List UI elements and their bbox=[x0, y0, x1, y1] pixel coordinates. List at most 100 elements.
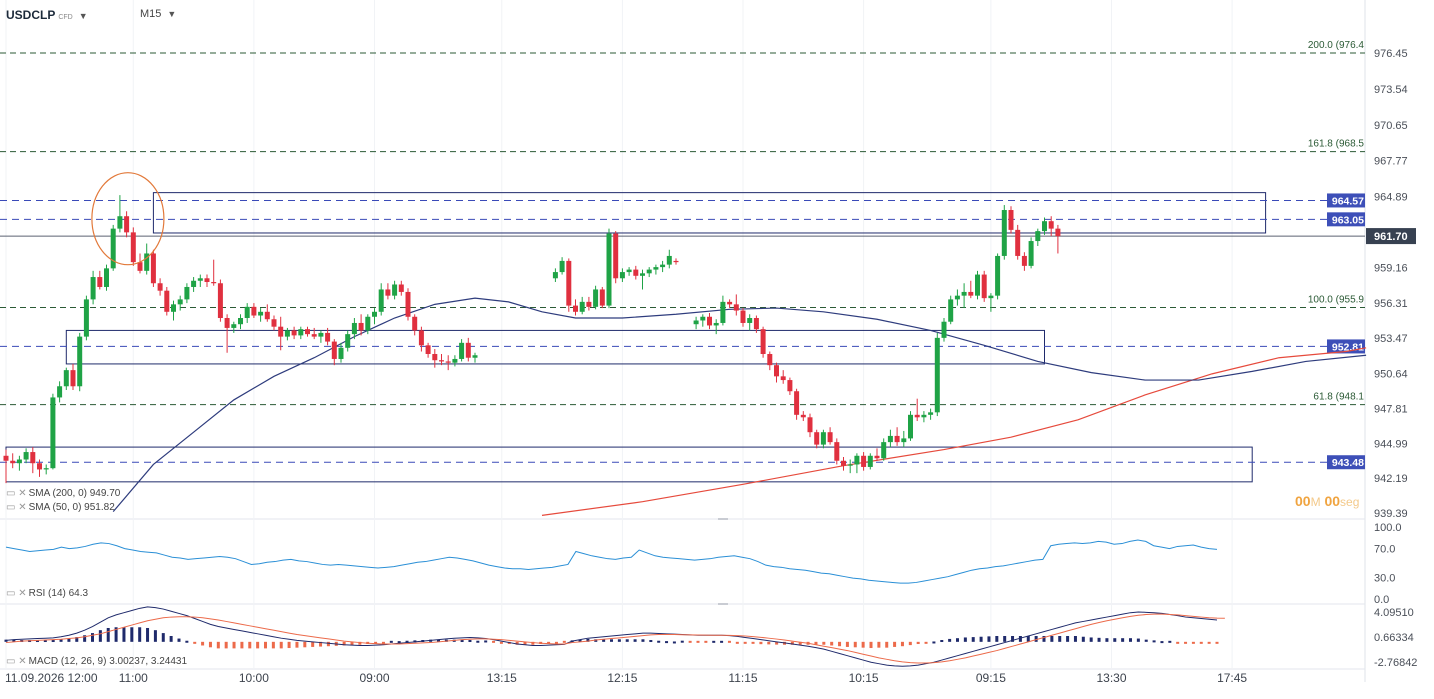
symbol-name: USDCLP bbox=[6, 8, 56, 22]
macd-histogram-bar bbox=[1160, 641, 1164, 644]
rsi-legend[interactable]: ▭ ✕ RSI (14) 64.3 bbox=[6, 588, 88, 599]
macd-legend[interactable]: ▭ ✕ MACD (12, 26, 9) 3.00237, 3.24431 bbox=[6, 656, 187, 667]
y-tick-label: 950.64 bbox=[1374, 368, 1408, 380]
candle-down bbox=[787, 380, 793, 392]
macd-histogram-bar bbox=[814, 641, 818, 645]
candle-down bbox=[800, 414, 806, 418]
candle-up bbox=[854, 455, 860, 465]
timer-min-label: M bbox=[1310, 495, 1321, 509]
macd-histogram-bar bbox=[1215, 641, 1219, 644]
candle-down bbox=[37, 463, 42, 470]
timeframe-selector[interactable]: M15 ▼ bbox=[140, 8, 176, 20]
candle-down bbox=[325, 332, 331, 342]
candle-up bbox=[284, 330, 290, 337]
candle-down bbox=[405, 291, 411, 317]
candle-down bbox=[841, 460, 846, 466]
current-price-label: 961.70 bbox=[1374, 231, 1408, 243]
macd-histogram-bar bbox=[625, 639, 629, 642]
y-tick-label: 970.65 bbox=[1374, 120, 1408, 132]
macd-histogram-bar bbox=[177, 638, 181, 642]
close-icon[interactable]: ▭ ✕ bbox=[6, 656, 27, 667]
candle-up bbox=[231, 324, 237, 328]
candle-up bbox=[63, 370, 69, 387]
timeframe-label: M15 bbox=[140, 8, 162, 20]
macd-histogram-bar bbox=[1073, 636, 1077, 642]
macd-histogram-bar bbox=[971, 637, 975, 642]
macd-histogram-bar bbox=[350, 641, 354, 646]
macd-histogram-bar bbox=[578, 639, 582, 642]
candle-up bbox=[660, 264, 666, 268]
candle-down bbox=[150, 253, 156, 284]
candle-down bbox=[914, 414, 920, 418]
macd-histogram-bar bbox=[885, 641, 889, 648]
macd-histogram-bar bbox=[499, 641, 503, 644]
candle-down bbox=[753, 318, 759, 330]
macd-histogram-bar bbox=[279, 641, 283, 649]
candle-up bbox=[646, 269, 652, 274]
macd-histogram-bar bbox=[122, 627, 126, 642]
macd-tick-label: 0.66334 bbox=[1374, 632, 1414, 644]
sma200-legend-text: SMA (200, 0) 949.70 bbox=[28, 488, 121, 499]
macd-histogram-bar bbox=[727, 640, 731, 643]
sma200-line bbox=[541, 347, 1367, 516]
x-tick-label: 10:15 bbox=[849, 671, 879, 685]
candle-up bbox=[653, 267, 659, 270]
candle-up bbox=[318, 332, 324, 337]
candle-up bbox=[191, 280, 197, 287]
candle-down bbox=[70, 370, 76, 387]
sma200-legend[interactable]: ▭ ✕ SMA (200, 0) 949.70 bbox=[6, 488, 120, 499]
macd-histogram-bar bbox=[735, 641, 739, 644]
candle-down bbox=[834, 442, 840, 461]
macd-histogram-bar bbox=[161, 633, 165, 642]
candle-down bbox=[673, 260, 679, 263]
candle-down bbox=[445, 361, 451, 363]
macd-histogram-bar bbox=[405, 640, 409, 643]
macd-histogram-bar bbox=[830, 641, 834, 646]
candle-down bbox=[794, 391, 800, 415]
candle-up bbox=[559, 260, 565, 273]
close-icon[interactable]: ▭ ✕ bbox=[6, 488, 27, 499]
candle-down bbox=[465, 342, 471, 358]
macd-histogram-bar bbox=[1026, 636, 1030, 642]
candle-up bbox=[459, 342, 465, 359]
candle-down bbox=[1008, 210, 1014, 230]
macd-histogram-bar bbox=[476, 640, 480, 643]
macd-histogram-bar bbox=[1176, 641, 1180, 644]
candle-down bbox=[432, 353, 438, 361]
candle-up bbox=[934, 337, 940, 413]
symbol-selector[interactable]: USDCLP CFD ▼ bbox=[6, 8, 88, 22]
candle-up bbox=[345, 334, 351, 348]
candle-up bbox=[83, 299, 89, 337]
candle-up bbox=[640, 273, 645, 276]
candle-up bbox=[43, 468, 49, 470]
macd-histogram-bar bbox=[845, 641, 849, 647]
candle-up bbox=[90, 277, 96, 300]
candle-down bbox=[278, 326, 284, 337]
candle-up bbox=[867, 455, 873, 467]
candle-down bbox=[586, 301, 592, 307]
candle-down bbox=[385, 289, 391, 296]
zone-box bbox=[5, 446, 1253, 483]
candle-down bbox=[124, 216, 130, 233]
macd-histogram-bar bbox=[1152, 640, 1156, 643]
candle-down bbox=[861, 455, 867, 467]
candle-up bbox=[351, 322, 357, 335]
y-tick-label: 959.16 bbox=[1374, 263, 1408, 275]
candle-up bbox=[472, 355, 478, 358]
fib-label: 200.0 (976.4 bbox=[1308, 40, 1365, 51]
candle-down bbox=[3, 455, 9, 461]
close-icon[interactable]: ▭ ✕ bbox=[6, 588, 27, 599]
sma50-legend[interactable]: ▭ ✕ SMA (50, 0) 951.82 bbox=[6, 502, 115, 513]
candle-down bbox=[418, 330, 424, 346]
macd-histogram-bar bbox=[798, 641, 802, 645]
close-icon[interactable]: ▭ ✕ bbox=[6, 502, 27, 513]
candle-down bbox=[827, 432, 833, 443]
macd-histogram-bar bbox=[114, 627, 118, 642]
rsi-tick-label: 100.0 bbox=[1374, 522, 1402, 534]
level-label-bg bbox=[1327, 193, 1365, 208]
price-levels: 964.57 963.05 952.81 943.48 961.70 bbox=[0, 193, 1416, 470]
macd-histogram-bar bbox=[688, 640, 692, 643]
candle-down bbox=[613, 233, 619, 279]
